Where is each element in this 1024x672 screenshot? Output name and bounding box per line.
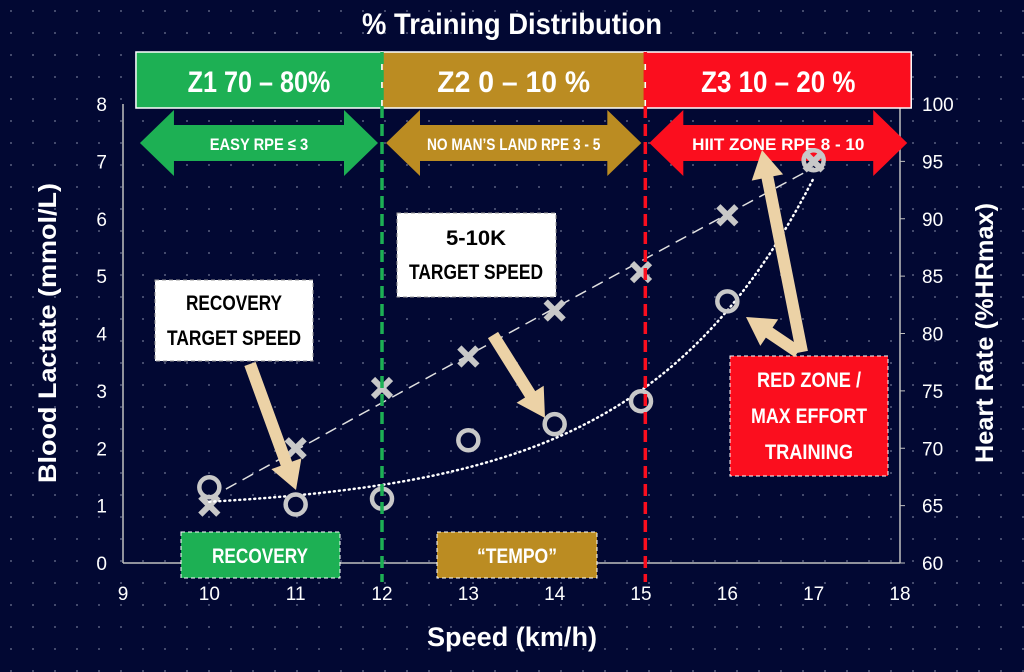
y2-tick-label: 80 — [922, 325, 943, 346]
lactate-point — [284, 437, 307, 460]
y2-tick-label: 85 — [922, 267, 943, 288]
zone-header-label: Z2 0 – 10 % — [437, 66, 590, 99]
lactate-point — [543, 299, 566, 322]
heart-rate-point — [801, 147, 826, 173]
lactate-point — [370, 376, 394, 400]
x-tick-label: 9 — [118, 584, 129, 605]
arrow-red-zone-hiit — [751, 150, 808, 354]
heart-rate-point — [283, 492, 308, 517]
y-axis-title: Blood Lactate (mmol/L) — [34, 183, 62, 483]
x-marker-stroke — [716, 204, 739, 227]
lactate-point — [198, 494, 221, 517]
x-tick-label: 11 — [286, 584, 306, 605]
x-tick-label: 18 — [889, 584, 910, 605]
x-tick-label: 13 — [458, 584, 479, 605]
x-marker-stroke — [457, 345, 480, 368]
lactate-trendline — [208, 166, 815, 499]
lactate-point — [716, 204, 739, 227]
y2-axis-title: Heart Rate (%HRmax) — [971, 203, 999, 463]
recovery-label: RECOVERY — [212, 545, 308, 568]
x-axis-title: Speed (km/h) — [427, 622, 597, 652]
arrow-5-10k-target — [487, 331, 545, 418]
heart-rate-point — [456, 427, 481, 453]
callout-text: TARGET SPEED — [409, 261, 543, 284]
y2-tick-label: 65 — [922, 497, 943, 518]
callout-text: MAX EFFORT — [751, 405, 867, 428]
y2-tick-label: 100 — [922, 95, 954, 116]
heart-rate-point — [197, 475, 222, 500]
zone-header-label: Z3 10 – 20 % — [701, 66, 855, 99]
callout-text: RECOVERY — [186, 292, 282, 315]
x-marker-stroke — [370, 376, 394, 400]
lactate-point — [457, 345, 480, 368]
x-tick-label: 17 — [803, 584, 824, 605]
arrow-red-zone-point — [746, 317, 802, 357]
x-marker-stroke — [543, 299, 566, 322]
heart-rate-point — [628, 388, 654, 414]
arrow-recovery-target — [244, 361, 302, 490]
y-tick-label: 4 — [96, 325, 107, 346]
zone-header-1 — [135, 51, 383, 109]
y-tick-label: 6 — [96, 210, 107, 231]
x-marker-stroke — [198, 494, 221, 517]
callout-red-zone: RED ZONE / MAX EFFORT TRAINING — [729, 355, 889, 477]
x-tick-label: 16 — [717, 584, 738, 605]
callout-text: TARGET SPEED — [167, 327, 301, 350]
chart-title: % Training Distribution — [362, 8, 662, 41]
y-tick-label: 8 — [96, 95, 107, 116]
y2-tick-label: 95 — [922, 152, 943, 173]
zone-double-arrow-1 — [139, 110, 378, 176]
y-tick-label: 7 — [96, 152, 107, 173]
zone-double-arrow-2 — [386, 110, 642, 176]
callout-recovery-target: RECOVERY TARGET SPEED — [154, 279, 314, 362]
y-tick-label: 3 — [96, 382, 107, 403]
heart-rate-point — [715, 289, 740, 314]
callout-5-10k-target: 5-10K TARGET SPEED — [396, 212, 557, 298]
callout-text: TRAINING — [765, 441, 853, 464]
callout-text: 5-10K — [446, 227, 506, 250]
x-tick-label: 14 — [544, 584, 566, 605]
y-tick-label: 2 — [96, 439, 107, 460]
y2-tick-label: 90 — [922, 210, 943, 231]
y2-tick-label: 70 — [922, 439, 943, 460]
x-tick-label: 10 — [199, 584, 220, 605]
tempo-label: “TEMPO” — [477, 545, 557, 568]
zone-double-arrow-3 — [649, 110, 908, 176]
x-marker-stroke — [629, 260, 653, 284]
x-tick-label: 15 — [630, 584, 651, 605]
zone-subtitle: NO MAN’S LAND RPE 3 - 5 — [427, 135, 600, 154]
x-marker-stroke — [284, 437, 307, 460]
heart-rate-point — [542, 411, 567, 437]
label-recovery: RECOVERY — [180, 531, 341, 579]
callout-text: RED ZONE / — [757, 369, 861, 392]
y-tick-label: 0 — [96, 554, 107, 575]
zone-header-label: Z1 70 – 80% — [188, 66, 331, 99]
y2-tick-label: 75 — [922, 382, 943, 403]
y-tick-label: 1 — [96, 497, 107, 518]
heart-rate-trendline — [208, 176, 815, 503]
zone-subtitle: HIIT ZONE RPE 8 - 10 — [692, 135, 864, 154]
x-tick-label: 12 — [371, 584, 392, 605]
y2-tick-label: 60 — [922, 554, 943, 575]
label-tempo: “TEMPO” — [436, 531, 598, 579]
y-tick-label: 5 — [96, 267, 107, 288]
zone-subtitle: EASY RPE ≤ 3 — [210, 135, 308, 154]
